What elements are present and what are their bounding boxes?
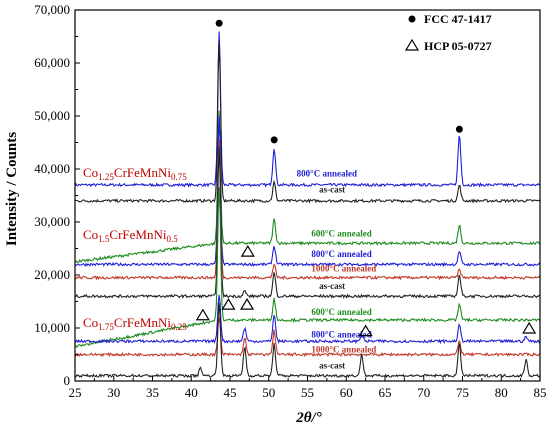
series-line-4: [74, 139, 541, 281]
y-tick-label-5: 50,000: [34, 108, 70, 123]
legend-fcc-label: FCC 47-1417: [424, 12, 492, 26]
hcp-marker-icon-1: [221, 297, 236, 310]
series-label-1: as-cast: [319, 184, 345, 194]
hcp-marker-icon-2: [239, 297, 255, 310]
fcc-marker-icon-2: [455, 125, 463, 133]
x-tick-label-12: 85: [534, 385, 547, 400]
x-tick-label-0: 25: [69, 385, 82, 400]
hcp-marker-icon-0: [195, 308, 210, 321]
series-label-5: as-cast: [319, 281, 345, 291]
legend-fcc-marker-icon: [408, 15, 416, 23]
y-tick-label-7: 70,000: [34, 2, 70, 17]
series-label-2: 600°C annealed: [311, 228, 371, 238]
series-label-3: 800°C annealed: [311, 249, 371, 259]
fcc-marker-icon-1: [270, 136, 278, 144]
x-tick-label-7: 60: [340, 385, 353, 400]
series-label-8: 1000°C annealed: [311, 344, 376, 354]
composition-label-0: Co1.25CrFeMnNi0.75: [83, 165, 187, 182]
series-line-3: [74, 115, 541, 268]
y-tick-label-3: 30,000: [34, 214, 70, 229]
series-line-5: [74, 146, 541, 299]
y-tick-label-1: 10,000: [34, 320, 70, 335]
series-label-6: 600°C annealed: [311, 307, 371, 317]
series-line-6: [74, 187, 541, 349]
composition-label-1: Co1.5CrFeMnNi0.5: [83, 227, 178, 244]
y-tick-label-0: 0: [64, 373, 71, 388]
x-tick-label-3: 40: [185, 385, 198, 400]
x-tick-label-8: 65: [379, 385, 392, 400]
fcc-marker-icon-0: [215, 19, 223, 27]
x-tick-label-4: 45: [224, 385, 237, 400]
axes: 25 30 35 40 45 50 55 60 65 70 75 80 85 0 10,000 20,000 3…: [34, 2, 546, 400]
y-tick-label-6: 60,000: [34, 55, 70, 70]
x-tick-label-11: 80: [495, 385, 508, 400]
composition-label-2: Co1.75CrFeMnNi0.25: [83, 315, 187, 332]
y-tick-label-2: 20,000: [34, 267, 70, 282]
series-line-8: [74, 317, 541, 358]
series-line-7: [74, 294, 541, 345]
series-line-2: [74, 110, 541, 264]
hcp-marker-icon-3: [240, 244, 255, 257]
x-tick-label-1: 30: [107, 385, 120, 400]
series-line-1: [74, 41, 541, 204]
series-label-7: 800°C annealed: [311, 330, 371, 340]
series-label-9: as-cast: [319, 360, 345, 370]
trace-labels: 800°C annealed as-cast 600°C annealed 800°C…: [83, 165, 376, 370]
x-tick-label-5: 50: [262, 385, 275, 400]
x-tick-label-10: 75: [456, 385, 469, 400]
x-tick-label-2: 35: [146, 385, 159, 400]
hcp-marker-icon-4: [358, 324, 373, 337]
y-tick-label-4: 40,000: [34, 161, 70, 176]
series-label-4: 1000°C annealed: [311, 263, 376, 273]
series-label-0: 800°C annealed: [297, 168, 357, 178]
legend: FCC 47-1417 HCP 05-0727: [404, 12, 492, 53]
phase-markers: [195, 19, 537, 337]
legend-hcp-label: HCP 05-0727: [424, 39, 492, 53]
x-tick-label-6: 55: [301, 385, 314, 400]
legend-hcp-marker-icon: [404, 38, 420, 51]
plot-area: [74, 31, 541, 379]
x-axis-label: 2θ/°: [295, 410, 321, 426]
y-axis-label: Intensity / Counts: [4, 132, 20, 246]
series-line-0: [74, 31, 541, 188]
hcp-marker-icon-5: [522, 321, 537, 334]
x-tick-label-9: 70: [417, 385, 430, 400]
